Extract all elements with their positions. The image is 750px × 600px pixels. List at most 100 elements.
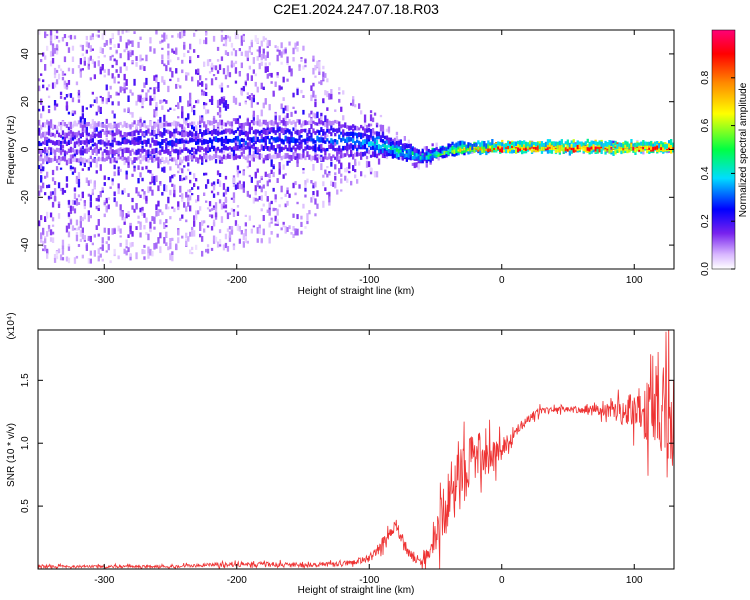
spectrogram-cell (449, 147, 452, 152)
spectrogram-cell (73, 193, 77, 200)
spectrogram-cell (294, 228, 297, 236)
spectrogram-cell (131, 205, 134, 210)
spectrogram-cell (475, 142, 478, 147)
spectrogram-cell (165, 185, 168, 192)
spectrogram-cell (248, 46, 251, 53)
spectrogram-cell (179, 31, 182, 39)
spectrogram-cell (131, 160, 134, 165)
spectrogram-cell (640, 144, 643, 148)
spectrogram-cell (509, 141, 512, 146)
spectrogram-cell (232, 175, 236, 178)
spectrogram-cell (149, 186, 152, 192)
spectrogram-cell (340, 155, 343, 159)
spectrogram-cell (47, 228, 51, 232)
spectrogram-cell (57, 139, 61, 146)
spectrogram-cell (266, 73, 269, 79)
spectrogram-cell (266, 196, 269, 202)
spectrogram-cell (342, 145, 345, 151)
spectrogram-cell (254, 171, 257, 179)
spectrogram-cell (67, 158, 71, 164)
spectrogram-cell (668, 140, 671, 144)
spectrogram-cell (362, 152, 365, 157)
spectrogram-cell (216, 170, 220, 176)
spectrogram-cell (169, 151, 172, 155)
spectrogram-cell (224, 204, 228, 209)
spectrogram-cell (397, 148, 400, 154)
spectrogram-cell (395, 142, 399, 149)
spectrogram-cell (280, 146, 283, 152)
spectrogram-cell (224, 39, 228, 47)
spectrogram-cell (55, 30, 59, 34)
spectrogram-cell (598, 146, 601, 153)
spectrogram-cell (254, 135, 257, 141)
spectrogram-cell (73, 134, 77, 140)
spectrogram-cell (77, 226, 81, 231)
spectrogram-cell (143, 82, 146, 88)
spectrogram-cell (228, 231, 232, 238)
spectrogram-cell (268, 138, 271, 144)
spectrogram-cell (193, 136, 196, 139)
spectrogram-cell (203, 138, 206, 145)
spectrogram-cell (91, 242, 94, 246)
spectrogram-cell (97, 60, 100, 67)
spectrogram-cell (73, 156, 77, 162)
spectrogram-cell (226, 104, 230, 109)
spectrogram-cell (99, 253, 102, 258)
spectrogram-cell (248, 160, 251, 167)
spectrogram-cell (38, 22, 40, 26)
spectrogram-cell (179, 96, 182, 103)
spectrogram-cell (119, 53, 122, 59)
spectrogram-cell (91, 91, 94, 95)
spectrogram-cell (119, 228, 122, 234)
spectrogram-cell (348, 154, 351, 158)
spectrogram-cell (220, 119, 224, 126)
spectrogram-cell (139, 194, 142, 198)
spectrogram-cell (63, 122, 67, 127)
spectrogram-cell (73, 132, 77, 136)
spectrogram-cell (369, 146, 373, 150)
spectrogram-cell (67, 93, 71, 97)
spectrogram-cell (81, 105, 84, 113)
spectrogram-cell (258, 139, 261, 143)
spectrogram-cell (99, 164, 102, 171)
spectrogram-cell (117, 44, 120, 48)
spectrogram-cell (212, 145, 216, 152)
spectrogram-cell (220, 34, 224, 42)
spectrogram-cell (415, 152, 418, 157)
spectrogram-cell (177, 84, 180, 87)
spectrogram-cell (149, 95, 152, 101)
spectrogram-cell (71, 225, 75, 231)
spectrogram-cell (262, 86, 265, 90)
spectrogram-cell (425, 158, 428, 163)
spectrogram-cell (306, 137, 309, 141)
spectrogram-cell (540, 148, 544, 154)
spectrogram-cell (328, 144, 331, 149)
spectrogram-cell (298, 64, 301, 68)
spectrogram-cell (161, 146, 164, 152)
spectrogram-cell (302, 138, 305, 143)
spectrogram-cell (369, 167, 373, 172)
spectrogram-cell (143, 66, 146, 71)
spectrogram-cell (206, 109, 210, 114)
spectrogram-cell (89, 215, 92, 219)
spectrogram-cell (483, 147, 486, 153)
spectrogram-cell (290, 131, 293, 136)
spectrogram-cell (206, 248, 210, 254)
spectrogram-cell (44, 216, 47, 222)
spectrogram-cell (73, 227, 77, 231)
spectrogram-cell (216, 241, 220, 248)
spectrogram-cell (393, 137, 397, 142)
spectrogram-cell (344, 132, 347, 136)
spectrogram-cell (246, 142, 249, 149)
spectrogram-cell (238, 238, 241, 244)
spectrogram-cell (53, 156, 57, 161)
snr-y-axis-label: SNR (10 * v/v) (6, 423, 17, 487)
spectrogram-cell (310, 155, 313, 162)
spectrogram-cell (532, 141, 536, 145)
spectrogram-cell (179, 157, 182, 163)
spectrogram-cell (77, 244, 81, 247)
spectrogram-cell (526, 144, 530, 149)
spectrogram-cell (228, 235, 232, 242)
spectrogram-cell (226, 120, 230, 125)
spectrogram-cell (222, 138, 226, 144)
